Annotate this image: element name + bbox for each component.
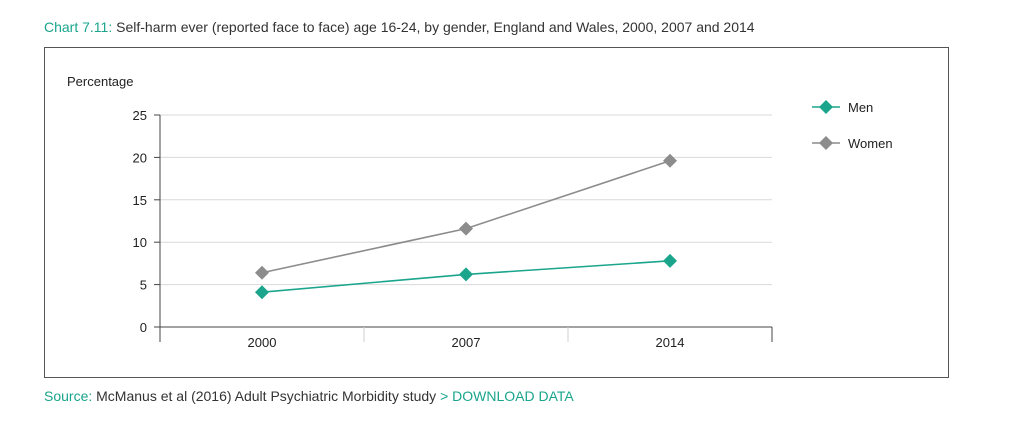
series-layer [255, 153, 677, 300]
legend-marker-women [819, 136, 833, 150]
data-point-men [663, 253, 677, 268]
data-point-men [459, 267, 473, 282]
source-text: McManus et al (2016) Adult Psychiatric M… [92, 388, 441, 404]
y-tick-label: 20 [133, 150, 147, 165]
axes: 0 5 10 15 20 25 2000 2007 2014 [133, 108, 773, 350]
legend: Men Women [812, 100, 893, 151]
data-point-men [255, 285, 269, 300]
y-tick-label: 5 [140, 278, 147, 293]
chart-number: Chart 7.11: [44, 19, 113, 35]
data-point-women [255, 265, 269, 280]
legend-label-men: Men [848, 100, 873, 115]
gridlines [160, 114, 772, 286]
chart-frame [44, 47, 949, 378]
y-axis-label: Percentage [67, 74, 134, 89]
legend-marker-men [819, 100, 833, 114]
x-tick-label: 2014 [656, 335, 685, 350]
series-line-women [261, 160, 671, 274]
x-tick-label: 2007 [452, 335, 481, 350]
x-tick-label: 2000 [248, 335, 277, 350]
chart-title-text: Self-harm ever (reported face to face) a… [112, 19, 755, 35]
source-note: Source: McManus et al (2016) Adult Psych… [44, 388, 574, 404]
download-data-link[interactable]: > DOWNLOAD DATA [440, 388, 574, 404]
chart-title: Chart 7.11: Self-harm ever (reported fac… [44, 19, 755, 35]
y-tick-label: 25 [133, 108, 147, 123]
data-point-women [663, 153, 677, 168]
y-tick-label: 10 [133, 235, 147, 250]
legend-label-women: Women [848, 136, 893, 151]
y-tick-label: 0 [140, 320, 147, 335]
y-tick-label: 15 [133, 193, 147, 208]
source-label: Source: [44, 388, 93, 404]
data-point-women [459, 221, 473, 236]
